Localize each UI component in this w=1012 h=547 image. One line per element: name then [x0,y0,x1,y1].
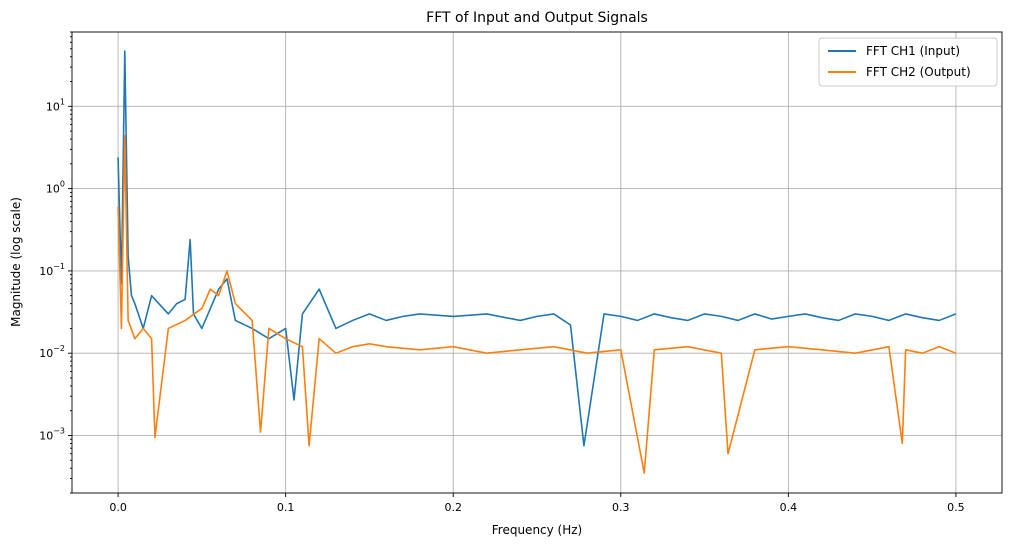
x-axis-label: Frequency (Hz) [492,523,583,537]
x-tick-label: 0.5 [947,501,965,514]
plot-area-background [72,32,1002,493]
y-tick-label: 10−1 [39,262,65,278]
y-tick-label: 101 [46,97,65,113]
x-tick-label: 0.2 [444,501,462,514]
legend-box [818,37,998,87]
y-axis-label: Magnitude (log scale) [9,197,23,327]
y-tick-label: 10−3 [39,426,65,442]
x-tick-label: 0.0 [109,501,127,514]
y-tick-label: 100 [46,180,65,196]
x-axis-ticks: 0.0 0.1 0.2 0.3 0.4 0.5 [109,493,965,514]
x-tick-label: 0.1 [277,501,295,514]
chart-title: FFT of Input and Output Signals [426,10,648,26]
legend-label-ch2: FFT CH2 (Output) [866,65,971,79]
series-layer [117,50,957,474]
legend-label-ch1: FFT CH1 (Input) [866,44,960,58]
series-line-ch1 [117,50,957,447]
series-line-ch2 [117,134,957,474]
x-tick-label: 0.3 [612,501,630,514]
y-axis-ticks: 10−3 10−2 10−1 100 101 [39,31,72,494]
y-tick-label: 10−2 [39,344,65,360]
legend: FFT CH1 (Input) FFT CH2 (Output) [818,37,998,87]
x-tick-label: 0.4 [780,501,798,514]
axes-frame [71,31,1003,494]
